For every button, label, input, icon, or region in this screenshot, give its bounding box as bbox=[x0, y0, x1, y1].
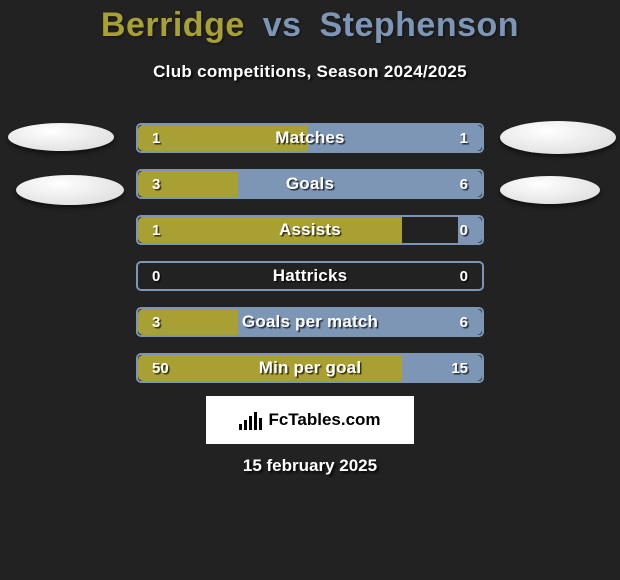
stat-label: Assists bbox=[138, 217, 482, 243]
stat-label: Min per goal bbox=[138, 355, 482, 381]
stat-row: 36Goals bbox=[136, 169, 484, 199]
comparison-infographic: Berridge vs Stephenson Club competitions… bbox=[0, 0, 620, 580]
stat-label: Hattricks bbox=[138, 263, 482, 289]
stat-label: Matches bbox=[138, 125, 482, 151]
title-vs: vs bbox=[263, 6, 302, 44]
stat-bars: 11Matches 36Goals 10Assists 00Hattricks 36Go… bbox=[136, 123, 484, 399]
title-player1: Berridge bbox=[101, 6, 245, 44]
stat-row: 11Matches bbox=[136, 123, 484, 153]
title: Berridge vs Stephenson bbox=[0, 6, 620, 45]
brand-text: FcTables.com bbox=[268, 410, 380, 430]
stat-label: Goals per match bbox=[138, 309, 482, 335]
subtitle: Club competitions, Season 2024/2025 bbox=[0, 62, 620, 82]
stat-row: 10Assists bbox=[136, 215, 484, 245]
avatar-player2-b bbox=[500, 176, 600, 204]
avatar-player2-a bbox=[500, 121, 616, 154]
stat-row: 5015Min per goal bbox=[136, 353, 484, 383]
brand-badge: FcTables.com bbox=[206, 396, 414, 444]
title-player2: Stephenson bbox=[319, 6, 519, 44]
avatar-player1-b bbox=[16, 175, 124, 205]
stat-row: 36Goals per match bbox=[136, 307, 484, 337]
avatar-player1-a bbox=[8, 123, 114, 151]
bar-chart-icon bbox=[239, 410, 262, 430]
stat-row: 00Hattricks bbox=[136, 261, 484, 291]
date-text: 15 february 2025 bbox=[0, 456, 620, 476]
stat-label: Goals bbox=[138, 171, 482, 197]
